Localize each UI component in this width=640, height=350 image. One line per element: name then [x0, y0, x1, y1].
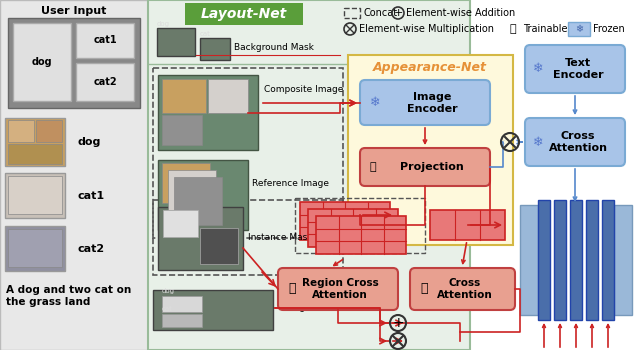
Text: Element-wise Multiplication: Element-wise Multiplication — [359, 24, 494, 34]
Text: cat: cat — [200, 31, 211, 37]
Bar — [76, 63, 134, 101]
Bar — [158, 75, 258, 150]
Text: Foreground Mask: Foreground Mask — [280, 303, 357, 313]
Bar — [162, 115, 202, 145]
Bar — [602, 200, 614, 320]
Text: ❄: ❄ — [370, 97, 381, 110]
Bar — [76, 23, 134, 58]
Bar — [554, 200, 566, 320]
Bar — [8, 144, 62, 164]
Text: Cross
Attention: Cross Attention — [548, 131, 607, 153]
Text: Region Cross
Attention: Region Cross Attention — [301, 278, 378, 300]
Text: dog: dog — [157, 21, 170, 27]
Text: +: + — [392, 316, 404, 330]
Bar — [5, 173, 65, 218]
Bar — [348, 55, 513, 245]
Text: Cross
Attention: Cross Attention — [437, 278, 493, 300]
Bar — [168, 170, 216, 210]
Text: User Input: User Input — [42, 6, 107, 16]
FancyBboxPatch shape — [360, 80, 490, 125]
Text: Reference Image: Reference Image — [252, 178, 329, 188]
Bar — [5, 118, 65, 166]
Bar — [8, 229, 62, 267]
Text: Image
Encoder: Image Encoder — [406, 92, 458, 114]
Text: Frozen: Frozen — [593, 24, 625, 34]
Text: Projection: Projection — [400, 162, 464, 172]
Text: A dog and two cat on
the grass land: A dog and two cat on the grass land — [6, 285, 131, 307]
Text: Element-wise Addition: Element-wise Addition — [406, 8, 515, 18]
Bar — [295, 198, 425, 253]
Text: cat1: cat1 — [78, 191, 105, 201]
Text: 🔥: 🔥 — [370, 162, 376, 172]
Text: dog: dog — [32, 57, 52, 67]
Text: cat2: cat2 — [93, 77, 117, 87]
Bar — [0, 0, 148, 350]
Bar — [162, 296, 202, 312]
Bar — [570, 200, 582, 320]
Text: +: + — [394, 8, 403, 18]
Bar — [162, 163, 210, 203]
Text: ❄: ❄ — [533, 135, 543, 148]
Text: Background Mask: Background Mask — [234, 43, 314, 52]
Text: Composite Image: Composite Image — [264, 85, 344, 94]
Bar — [153, 290, 273, 330]
Bar — [614, 205, 632, 315]
Bar — [162, 79, 206, 113]
Bar — [162, 314, 202, 327]
Text: dog: dog — [78, 137, 101, 147]
Bar — [153, 200, 343, 275]
Text: 🔥: 🔥 — [288, 282, 296, 295]
Text: Appearance-Net: Appearance-Net — [373, 61, 487, 74]
Bar — [185, 3, 303, 25]
Bar — [568, 22, 590, 36]
Text: Concat: Concat — [363, 8, 397, 18]
FancyBboxPatch shape — [525, 45, 625, 93]
Bar — [148, 0, 470, 350]
Text: cat: cat — [162, 306, 173, 312]
Bar — [538, 200, 550, 320]
FancyBboxPatch shape — [360, 148, 490, 186]
Text: 🔥: 🔥 — [510, 24, 516, 34]
Text: 🔥: 🔥 — [420, 282, 428, 295]
Bar — [158, 207, 243, 270]
Bar — [13, 23, 71, 101]
Text: Instance Mask: Instance Mask — [248, 232, 312, 241]
FancyBboxPatch shape — [278, 268, 398, 310]
Text: cat1: cat1 — [93, 35, 117, 45]
Bar — [163, 210, 198, 237]
Text: Trainable: Trainable — [523, 24, 568, 34]
FancyBboxPatch shape — [410, 268, 515, 310]
Bar — [8, 120, 34, 142]
Bar — [308, 209, 398, 247]
Bar — [316, 216, 406, 254]
Bar — [174, 177, 222, 225]
Text: Layout-Net: Layout-Net — [201, 7, 287, 21]
Bar — [153, 68, 343, 238]
Bar — [208, 79, 248, 113]
Bar — [586, 200, 598, 320]
Bar — [200, 228, 238, 264]
Text: Text
Encoder: Text Encoder — [553, 58, 604, 80]
Bar — [430, 210, 505, 240]
Bar — [157, 28, 195, 56]
FancyBboxPatch shape — [525, 118, 625, 166]
Text: dog: dog — [162, 288, 175, 294]
Bar — [300, 202, 390, 240]
Text: ❄: ❄ — [533, 63, 543, 76]
Bar — [200, 38, 230, 60]
Text: cat2: cat2 — [78, 244, 105, 254]
Bar — [8, 176, 62, 214]
Text: ❄: ❄ — [575, 24, 583, 34]
Bar — [158, 160, 248, 230]
Bar — [8, 18, 140, 108]
Bar — [520, 205, 538, 315]
Bar — [36, 120, 62, 142]
Bar — [5, 226, 65, 271]
